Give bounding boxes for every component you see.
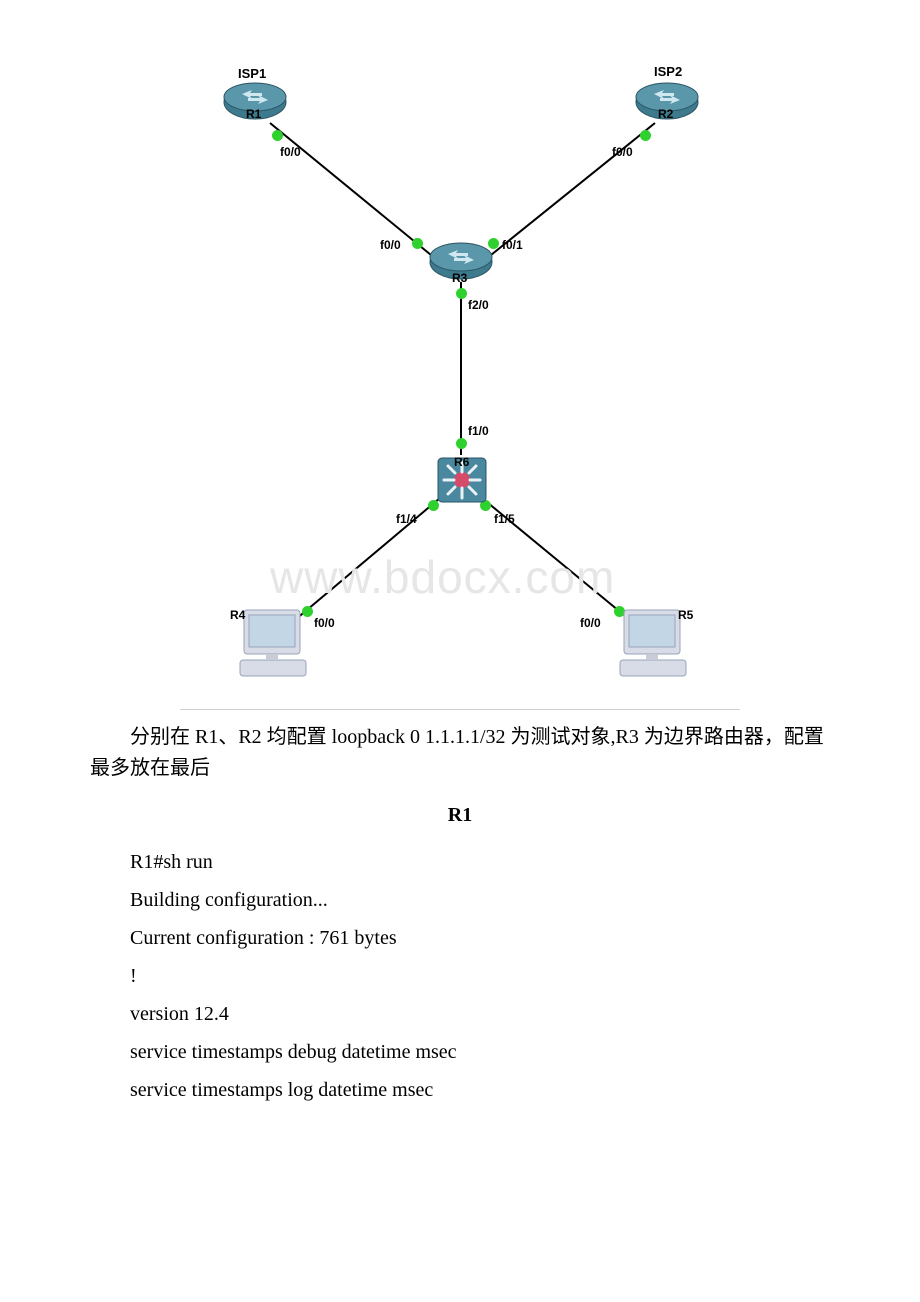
if-r2-f00: f0/0 xyxy=(612,145,633,159)
if-r6-f14: f1/4 xyxy=(396,512,417,526)
config-line: service timestamps debug datetime msec xyxy=(90,1033,830,1071)
if-r6-f10: f1/0 xyxy=(468,424,489,438)
network-diagram-container: www.bdocx.com ISP1 R1 xyxy=(90,60,830,710)
if-r3-f00: f0/0 xyxy=(380,238,401,252)
if-r3-f20: f2/0 xyxy=(468,298,489,312)
config-line: ! xyxy=(90,957,830,995)
config-line: Current configuration : 761 bytes xyxy=(90,919,830,957)
r5-device-label: R5 xyxy=(678,608,693,622)
r3-device-label: R3 xyxy=(452,271,467,285)
link-status-dot xyxy=(640,130,651,141)
r6-device-label: R6 xyxy=(454,455,469,469)
r1-device-label: R1 xyxy=(246,107,261,121)
link-status-dot xyxy=(456,288,467,299)
isp1-label: ISP1 xyxy=(238,66,266,81)
r4-device-label: R4 xyxy=(230,608,245,622)
config-line: version 12.4 xyxy=(90,995,830,1033)
link-status-dot xyxy=(456,438,467,449)
if-r3-f01: f0/1 xyxy=(502,238,523,252)
if-r4-f00: f0/0 xyxy=(314,616,335,630)
if-r6-f15: f1/5 xyxy=(494,512,515,526)
config-line: R1#sh run xyxy=(90,843,830,881)
intro-paragraph: 分别在 R1、R2 均配置 loopback 0 1.1.1.1/32 为测试对… xyxy=(90,722,830,784)
section-heading-r1: R1 xyxy=(90,804,830,827)
link-status-dot xyxy=(412,238,423,249)
if-r1-f00: f0/0 xyxy=(280,145,301,159)
link-status-dot xyxy=(272,130,283,141)
pc-r4 xyxy=(236,606,312,682)
isp2-label: ISP2 xyxy=(654,64,682,79)
r2-device-label: R2 xyxy=(658,107,673,121)
config-line: service timestamps log datetime msec xyxy=(90,1071,830,1109)
if-r5-f00: f0/0 xyxy=(580,616,601,630)
config-line: Building configuration... xyxy=(90,881,830,919)
network-diagram: www.bdocx.com ISP1 R1 xyxy=(180,60,740,710)
